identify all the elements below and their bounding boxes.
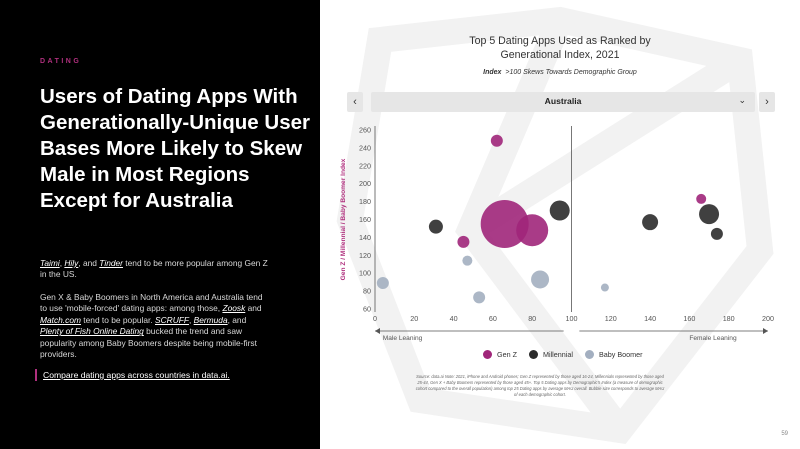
bubble-baby-boomer[interactable]: [462, 255, 473, 266]
y-tick-label: 160: [359, 215, 371, 224]
left-panel: DATING Users of Dating Apps With Generat…: [0, 0, 320, 449]
x-tick-label: 200: [762, 314, 774, 323]
y-tick-label: 200: [359, 179, 371, 188]
app-link-taimi[interactable]: Taimi: [40, 258, 60, 268]
bubble-baby-boomer[interactable]: [473, 291, 486, 304]
legend-item-millennial[interactable]: Millennial: [528, 349, 573, 359]
app-link-match[interactable]: Match.com: [40, 314, 81, 325]
x-tick-label: 120: [605, 314, 617, 323]
y-axis-label: Gen Z / Millennial / Baby Boomer Index: [340, 158, 347, 280]
body-paragraph: Gen X & Baby Boomers in North America an…: [40, 292, 263, 360]
bubble-millennial[interactable]: [710, 227, 723, 240]
y-tick-label: 80: [363, 287, 371, 296]
legend-item-gen-z[interactable]: Gen Z: [483, 349, 517, 359]
prev-region-button[interactable]: ‹: [347, 92, 363, 112]
x-tick-label: 100: [566, 314, 578, 323]
arrow-left-icon: [375, 328, 380, 334]
x-tick-label: 80: [528, 314, 536, 323]
bubble-millennial[interactable]: [428, 219, 443, 234]
x-tick-label: 160: [683, 314, 695, 323]
chart-legend: Gen Z Millennial Baby Boomer: [483, 348, 655, 360]
y-tick-label: 120: [359, 251, 371, 260]
bubble-gen-z[interactable]: [696, 193, 707, 204]
compare-link[interactable]: Compare dating apps across countries in …: [35, 369, 230, 381]
app-link-bermuda[interactable]: Bermuda: [193, 314, 228, 325]
chart-subtitle: Index >100 Skews Towards Demographic Gro…: [483, 69, 637, 76]
page-title: Users of Dating Apps With Generationally…: [40, 85, 310, 212]
app-link-hily[interactable]: Hily: [64, 258, 79, 268]
app-link-plenty-of-fish[interactable]: Plenty of Fish Online Dating: [40, 326, 144, 337]
x-tick-label: 20: [410, 314, 418, 323]
female-leaning-label: Female Leaning: [689, 335, 737, 342]
app-link-tinder[interactable]: Tinder: [99, 258, 123, 268]
bubble-gen-z[interactable]: [480, 199, 529, 248]
x-tick-label: 140: [644, 314, 656, 323]
y-tick-label: 180: [359, 197, 371, 206]
arrow-right-icon: [763, 328, 768, 334]
y-tick-label: 100: [359, 269, 371, 278]
legend-swatch: [483, 349, 492, 359]
bubble-millennial[interactable]: [699, 204, 720, 225]
page-number: 59: [781, 431, 788, 437]
bubble-gen-z[interactable]: [516, 214, 549, 247]
y-tick-label: 260: [359, 126, 371, 135]
y-tick-label: 240: [359, 143, 371, 152]
legend-item-baby-boomer[interactable]: Baby Boomer: [584, 349, 643, 359]
background-watermark: [336, 6, 774, 444]
next-region-button[interactable]: ›: [759, 92, 775, 112]
bubble-baby-boomer[interactable]: [531, 270, 550, 289]
legend-swatch: [584, 349, 594, 359]
bubble-gen-z[interactable]: [457, 235, 470, 248]
app-link-zoosk[interactable]: Zoosk: [222, 303, 246, 314]
x-tick-label: 180: [723, 314, 735, 323]
bubble-gen-z[interactable]: [490, 134, 503, 147]
male-leaning-label: Male Leaning: [383, 335, 423, 342]
y-tick-label: 140: [359, 233, 371, 242]
chart-panel: Top 5 Dating Apps Used as Ranked by Gene…: [320, 0, 800, 449]
app-link-scruff[interactable]: SCRUFF: [155, 314, 189, 325]
bubble-chart: 0 20 40 60 80 100 120 140 160 180 200 60 80 100 120 14…: [340, 126, 774, 343]
bubble-baby-boomer[interactable]: [376, 277, 389, 290]
x-tick-label: 0: [373, 314, 377, 323]
x-tick-label: 60: [489, 314, 497, 323]
legend-swatch: [528, 349, 538, 359]
bubble-millennial[interactable]: [642, 214, 659, 231]
region-select[interactable]: Australia ⌄: [371, 92, 755, 112]
y-tick-label: 220: [359, 161, 371, 170]
chart-title: Top 5 Dating Apps Used as Ranked by Gene…: [469, 35, 651, 61]
source-note: Source: data.ai Note: 2021, iPhone and A…: [415, 374, 665, 397]
region-select-value: Australia: [544, 96, 582, 106]
y-tick-label: 60: [363, 305, 371, 314]
section-tag: DATING: [40, 58, 82, 65]
x-tick-label: 40: [450, 314, 458, 323]
intro-paragraph: Taimi, Hily, and Tinder tend to be more …: [40, 258, 268, 280]
bubble-millennial[interactable]: [549, 200, 570, 221]
chevron-down-icon: ⌄: [738, 95, 746, 105]
bubble-baby-boomer[interactable]: [600, 283, 609, 292]
